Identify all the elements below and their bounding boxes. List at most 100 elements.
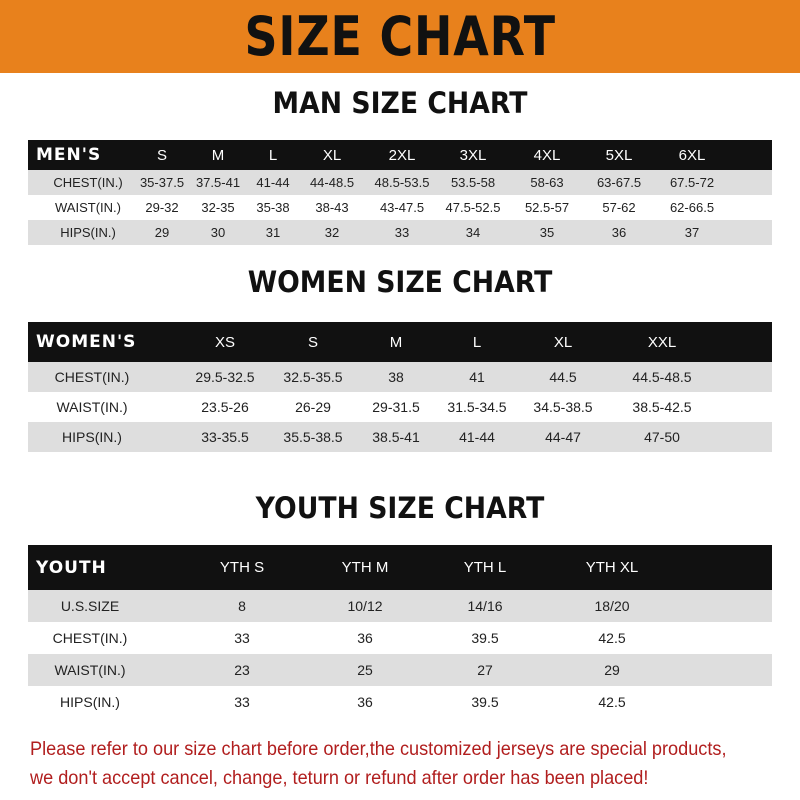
table-cell: 63-67.5 <box>596 175 642 190</box>
table-cell: 42.5 <box>598 694 626 710</box>
measure-label: WAIST(IN.) <box>56 399 128 415</box>
measure-label: WAIST(IN.) <box>54 662 126 678</box>
table-row: HIPS(IN.) 33 36 39.5 42.5 <box>28 686 772 718</box>
table-cell: 37.5-41 <box>195 175 241 190</box>
table-row: CHEST(IN.) 33 36 39.5 42.5 <box>28 622 772 654</box>
size-header: XL <box>322 146 342 164</box>
table-cell: 32 <box>324 225 340 240</box>
order-note: Please refer to our size chart before or… <box>30 735 737 793</box>
table-cell: 35 <box>539 225 555 240</box>
table-cell: 33 <box>234 694 250 710</box>
table-cell: 67.5-72 <box>669 175 715 190</box>
table-label: WOMEN'S <box>36 332 137 352</box>
table-cell: 44-48.5 <box>309 175 355 190</box>
table-header-row: MEN'S S M L XL 2XL 3XL 4XL 5XL 6XL <box>28 140 772 170</box>
table-cell: 41-44 <box>459 429 495 445</box>
table-cell: 32-35 <box>201 200 235 215</box>
women-size-table: WOMEN'S XS S M L XL XXL CHEST(IN.) 29.5-32.5 32.5… <box>28 322 772 452</box>
size-header: YTH XL <box>585 559 639 576</box>
table-cell: 38.5-41 <box>372 429 420 445</box>
women-heading: WOMEN SIZE CHART <box>247 265 553 299</box>
table-cell: 25 <box>357 662 373 678</box>
table-cell: 29 <box>154 225 170 240</box>
table-cell: 44-47 <box>545 429 581 445</box>
page-title: SIZE CHART <box>244 5 556 68</box>
table-cell: 27 <box>477 662 493 678</box>
table-row: WAIST(IN.) 23 25 27 29 <box>28 654 772 686</box>
table-cell: 41-44 <box>256 175 290 190</box>
table-row: HIPS(IN.) 29 30 31 32 33 34 35 36 37 <box>28 220 772 245</box>
table-cell: 47.5-52.5 <box>445 200 501 215</box>
men-size-table: MEN'S S M L XL 2XL 3XL 4XL 5XL 6XL CHEST(IN.) 35-37… <box>28 140 772 245</box>
table-cell: 52.5-57 <box>524 200 570 215</box>
youth-heading: YOUTH SIZE CHART <box>255 491 545 525</box>
size-header: 3XL <box>459 146 487 164</box>
table-cell: 31 <box>265 225 281 240</box>
table-cell: 36 <box>357 630 373 646</box>
table-cell: 35.5-38.5 <box>283 429 343 445</box>
note-line-2: we don't accept cancel, change, teturn o… <box>30 767 649 789</box>
table-cell: 29.5-32.5 <box>195 369 255 385</box>
table-cell: 29-31.5 <box>372 399 420 415</box>
table-cell: 48.5-53.5 <box>374 175 430 190</box>
table-cell: 29 <box>604 662 620 678</box>
table-header-row: YOUTH YTH S YTH M YTH L YTH XL <box>28 545 772 590</box>
size-header: 6XL <box>678 146 706 164</box>
table-cell: 23.5-26 <box>201 399 249 415</box>
table-row: CHEST(IN.) 35-37.5 37.5-41 41-44 44-48.5 48.5… <box>28 170 772 195</box>
table-cell: 31.5-34.5 <box>447 399 507 415</box>
table-cell: 36 <box>357 694 373 710</box>
measure-label: HIPS(IN.) <box>62 429 122 445</box>
table-cell: 37 <box>684 225 700 240</box>
size-header: 4XL <box>533 146 561 164</box>
table-cell: 47-50 <box>644 429 680 445</box>
table-cell: 29-32 <box>145 200 179 215</box>
table-cell: 35-37.5 <box>139 175 185 190</box>
size-header: M <box>389 333 403 351</box>
size-header: 5XL <box>605 146 633 164</box>
size-header: XS <box>214 333 236 351</box>
size-header: S <box>307 333 319 351</box>
table-label: YOUTH <box>36 557 107 578</box>
table-cell: 34.5-38.5 <box>533 399 593 415</box>
table-cell: 23 <box>234 662 250 678</box>
table-cell: 33 <box>234 630 250 646</box>
table-row: WAIST(IN.) 29-32 32-35 35-38 38-43 43-47.5 47.… <box>28 195 772 220</box>
measure-label: HIPS(IN.) <box>60 225 116 240</box>
table-cell: 10/12 <box>347 598 383 614</box>
table-cell: 33 <box>394 225 410 240</box>
table-cell: 58-63 <box>530 175 564 190</box>
size-header: YTH S <box>219 559 265 576</box>
table-cell: 8 <box>238 598 246 614</box>
measure-label: HIPS(IN.) <box>60 694 120 710</box>
measure-label: CHEST(IN.) <box>52 630 128 646</box>
table-header-row: WOMEN'S XS S M L XL XXL <box>28 322 772 362</box>
table-cell: 39.5 <box>471 694 499 710</box>
measure-label: U.S.SIZE <box>60 598 120 614</box>
table-cell: 38 <box>388 369 404 385</box>
table-cell: 18/20 <box>594 598 630 614</box>
size-header: L <box>268 146 278 164</box>
size-header: YTH M <box>341 559 389 576</box>
size-header: M <box>211 146 225 164</box>
table-cell: 39.5 <box>471 630 499 646</box>
table-cell: 38-43 <box>315 200 349 215</box>
table-row: CHEST(IN.) 29.5-32.5 32.5-35.5 38 41 44.5 44.5… <box>28 362 772 392</box>
youth-size-table: YOUTH YTH S YTH M YTH L YTH XL U.S.SIZE 8 10/12… <box>28 545 772 718</box>
table-cell: 44.5 <box>549 369 577 385</box>
table-label: MEN'S <box>36 145 102 165</box>
table-cell: 44.5-48.5 <box>632 369 692 385</box>
table-cell: 42.5 <box>598 630 626 646</box>
table-row: U.S.SIZE 8 10/12 14/16 18/20 <box>28 590 772 622</box>
table-cell: 30 <box>210 225 226 240</box>
size-header: 2XL <box>388 146 416 164</box>
table-cell: 38.5-42.5 <box>632 399 692 415</box>
measure-label: CHEST(IN.) <box>54 369 130 385</box>
table-row: HIPS(IN.) 33-35.5 35.5-38.5 38.5-41 41-44 44-… <box>28 422 772 452</box>
table-cell: 34 <box>465 225 481 240</box>
table-cell: 41 <box>469 369 485 385</box>
size-header: XXL <box>647 333 677 351</box>
size-header: S <box>156 146 168 164</box>
table-cell: 32.5-35.5 <box>283 369 343 385</box>
table-cell: 43-47.5 <box>379 200 425 215</box>
